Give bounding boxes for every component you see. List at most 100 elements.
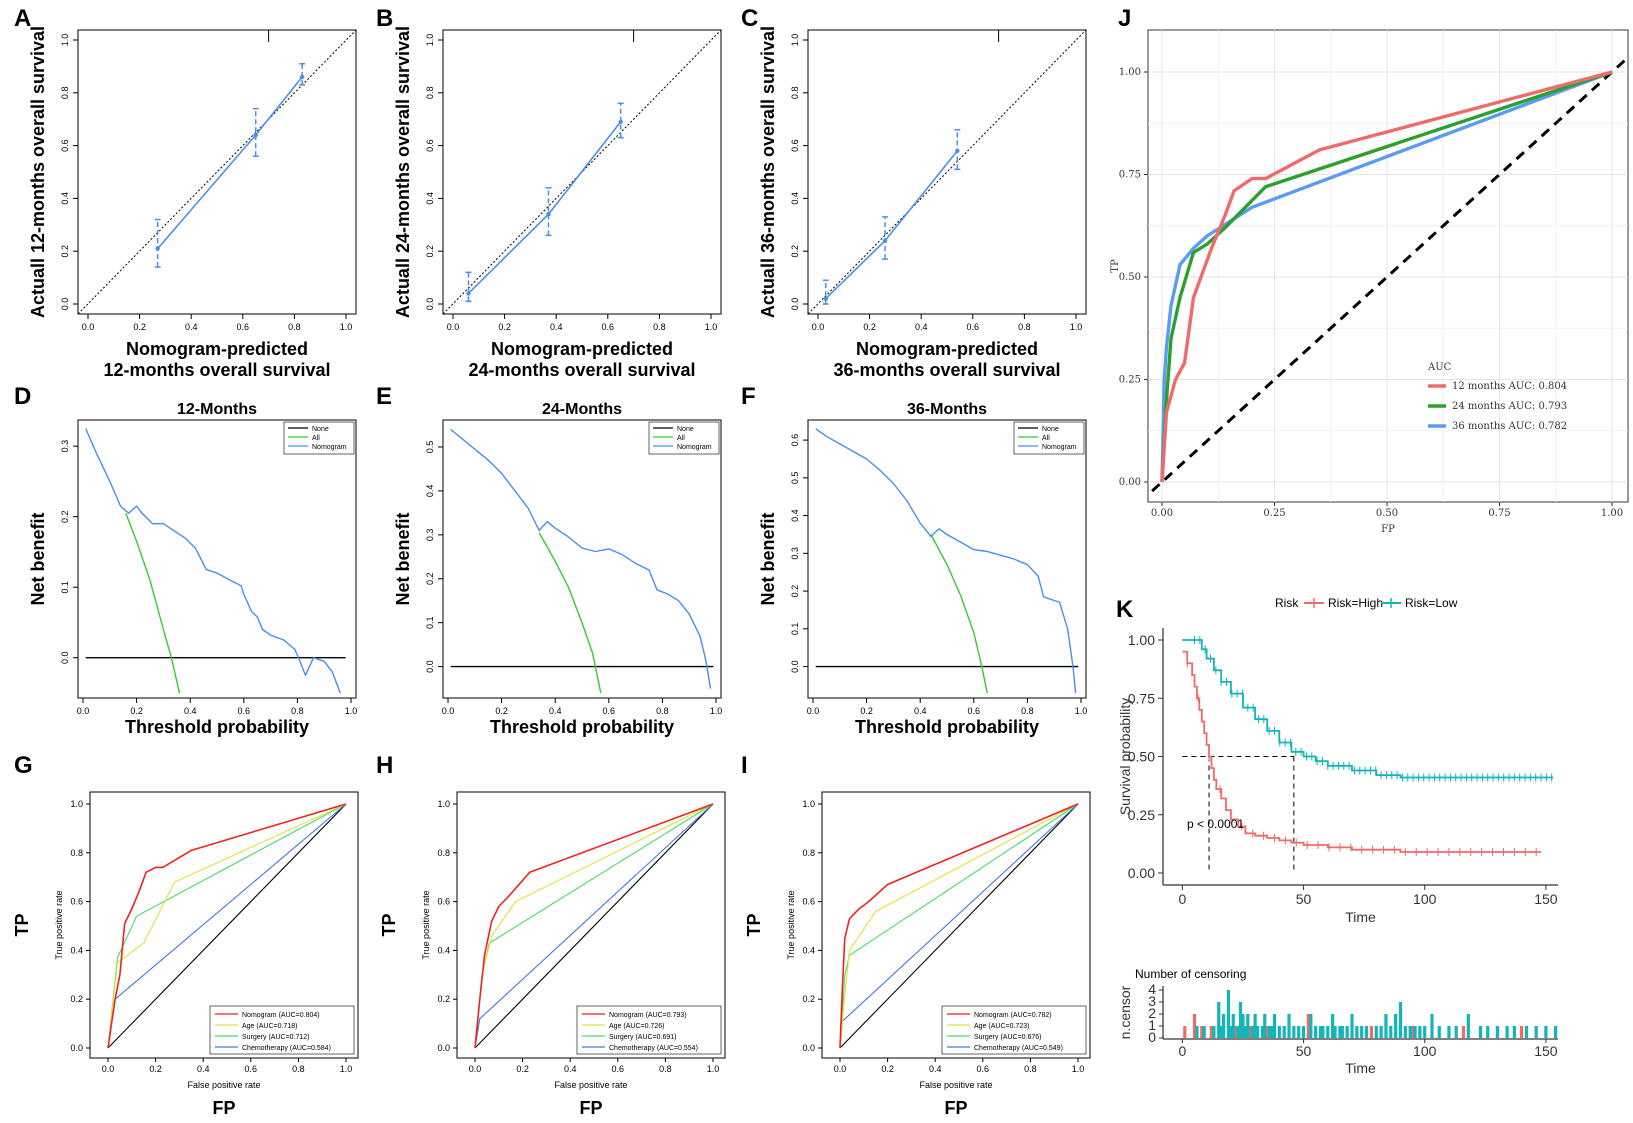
censor-bar-low — [1534, 1026, 1538, 1038]
dca-F-ytick-label: 0.2 — [790, 585, 800, 598]
dca-D-title: 12-Months — [177, 401, 257, 418]
km-curve-low — [1182, 639, 1554, 779]
calib-A-point — [299, 74, 305, 80]
censor-bar-high — [1209, 1026, 1214, 1038]
censor-bar-high — [1306, 1014, 1310, 1038]
dca-F-legend-label: Nomogram — [1042, 444, 1077, 451]
censor-bar-low — [1282, 1026, 1286, 1038]
km-xtick-label: 100 — [1413, 891, 1437, 907]
censor-bar-low — [1345, 1026, 1349, 1038]
km-curve-high — [1182, 650, 1541, 853]
censor-bar-high — [1265, 1026, 1269, 1038]
roc-I-xtick-label: 0.2 — [881, 1064, 894, 1074]
censor-bar-low — [1384, 1014, 1388, 1038]
roc-I-legend-label: Age (AUC=0.723) — [974, 1023, 1029, 1030]
calib-A-ideal-line — [77, 29, 357, 315]
censor-bar-low — [1321, 1026, 1325, 1038]
dca-F-ytick-label: 0.1 — [790, 623, 800, 636]
calib-C-ytick-label: 0.6 — [790, 139, 800, 152]
calib-C-ylabel: Actuall 36-months overall survival — [758, 26, 778, 318]
censor-bar-low — [1505, 1026, 1509, 1038]
calib-C-ideal-line — [807, 29, 1087, 315]
km-ylabel: Survival probability — [1117, 698, 1133, 816]
panel-label-I: I — [741, 752, 748, 779]
roc-J-legend-label: 36 months AUC: 0.782 — [1452, 421, 1567, 432]
censor-bar-high — [1248, 1026, 1252, 1038]
calib-C-xtick-label: 0.0 — [812, 322, 825, 332]
dca-F-xtick-label: 0.2 — [860, 706, 873, 716]
km-pvalue: p < 0.0001 — [1187, 817, 1244, 831]
censor-bar-low — [1350, 1014, 1354, 1038]
km-xtick-label: 0 — [1178, 891, 1186, 907]
dca-E-legend-label: Nomogram — [677, 444, 712, 451]
calib-C-xlabel-line2: 36-months overall survival — [833, 360, 1060, 380]
roc-H-line-nomogram — [474, 803, 714, 1049]
calib-A-xlabel-line1: Nomogram-predicted — [126, 339, 308, 359]
roc-G-xtick-label: 1.0 — [340, 1064, 353, 1074]
calib-B-ytick-label: 0.4 — [425, 192, 435, 205]
censor-bar-high — [1192, 1014, 1197, 1038]
dca-D-legend-label: Nomogram — [312, 444, 347, 451]
dca-E-legend-label: All — [677, 435, 685, 442]
roc-J-xtick-label: 0.75 — [1488, 508, 1510, 519]
censor-bar-low — [1389, 1026, 1393, 1038]
censor-bar-high — [1183, 1026, 1187, 1038]
censor-bar-low — [1202, 1026, 1206, 1038]
censor-bar-low — [1212, 1026, 1216, 1038]
dca-D-xtick-label: 0.4 — [184, 706, 197, 716]
dca-F-line-all — [930, 534, 988, 694]
roc-I-line-surgery — [839, 803, 1079, 1049]
censor-bar-low — [1246, 1014, 1250, 1038]
censor-bar-low — [1486, 1026, 1490, 1038]
calib-B-xtick-label: 0.0 — [447, 322, 460, 332]
censor-bar-low — [1338, 1026, 1342, 1038]
dca-D-line-nomogram — [85, 428, 341, 694]
dca-F-xtick-label: 0.6 — [968, 706, 981, 716]
roc-G-ylabel: True positive rate — [54, 890, 64, 959]
censor-bar-high — [1411, 1026, 1415, 1038]
censor-bar-low — [1454, 1026, 1458, 1038]
dca-F-xtick-label: 0.0 — [807, 706, 820, 716]
roc-H-xtick-label: 1.0 — [707, 1064, 720, 1074]
roc-I-xtick-label: 1.0 — [1072, 1064, 1085, 1074]
dca-D-xtick-label: 1.0 — [345, 706, 358, 716]
dca-D-line-all — [125, 512, 181, 694]
roc-H-ytick-label: 1.0 — [437, 799, 450, 809]
censor-bar-low — [1255, 1026, 1260, 1038]
roc-J-xlabel: FP — [1381, 524, 1395, 535]
roc-H-line-reference — [474, 803, 714, 1049]
roc-G-ytick-label: 0.8 — [70, 848, 83, 858]
calib-C-xtick-label: 0.2 — [863, 322, 876, 332]
dca-D-xtick-label: 0.2 — [130, 706, 143, 716]
roc-H-xtick-label: 0.2 — [516, 1064, 529, 1074]
censor-bar-low — [1292, 1026, 1296, 1038]
roc-G-legend-label: Surgery (AUC=0.712) — [242, 1034, 310, 1041]
roc-G-outer-ylabel: TP — [12, 913, 32, 936]
roc-I-ytick-label: 0.0 — [802, 1043, 815, 1053]
panel-label-A: A — [14, 5, 31, 32]
calib-B-xtick-label: 0.2 — [498, 322, 511, 332]
roc-J-legend-label: 12 months AUC: 0.804 — [1452, 381, 1567, 392]
censor-bar-low — [1219, 1026, 1223, 1038]
calib-A-xtick-label: 0.0 — [82, 322, 95, 332]
roc-G-line-nomogram — [107, 803, 347, 1049]
panel-label-H: H — [376, 752, 393, 779]
censor-bar-low — [1364, 1026, 1369, 1038]
calib-A-ytick-label: 0.4 — [60, 192, 70, 205]
panel-label-E: E — [376, 383, 392, 410]
censor-bar-low — [1260, 1026, 1264, 1038]
censor-bar-low — [1394, 1014, 1398, 1038]
roc-I-outer-ylabel: TP — [744, 913, 764, 936]
roc-J-legend-label: 24 months AUC: 0.793 — [1452, 401, 1567, 412]
calib-C-ytick-label: 0.8 — [790, 87, 800, 100]
dca-F-legend-box — [1013, 421, 1085, 455]
dca-F-xtick-label: 0.4 — [914, 706, 927, 716]
roc-G-ytick-label: 0.4 — [70, 945, 83, 955]
censor-bar-low — [1238, 1002, 1243, 1038]
calib-B-xtick-label: 0.4 — [550, 322, 563, 332]
roc-I-xlabel: False positive rate — [919, 1080, 992, 1090]
roc-G-ytick-label: 0.6 — [70, 897, 83, 907]
calib-A-line — [157, 76, 303, 250]
calib-B-xlabel-line2: 24-months overall survival — [468, 360, 695, 380]
